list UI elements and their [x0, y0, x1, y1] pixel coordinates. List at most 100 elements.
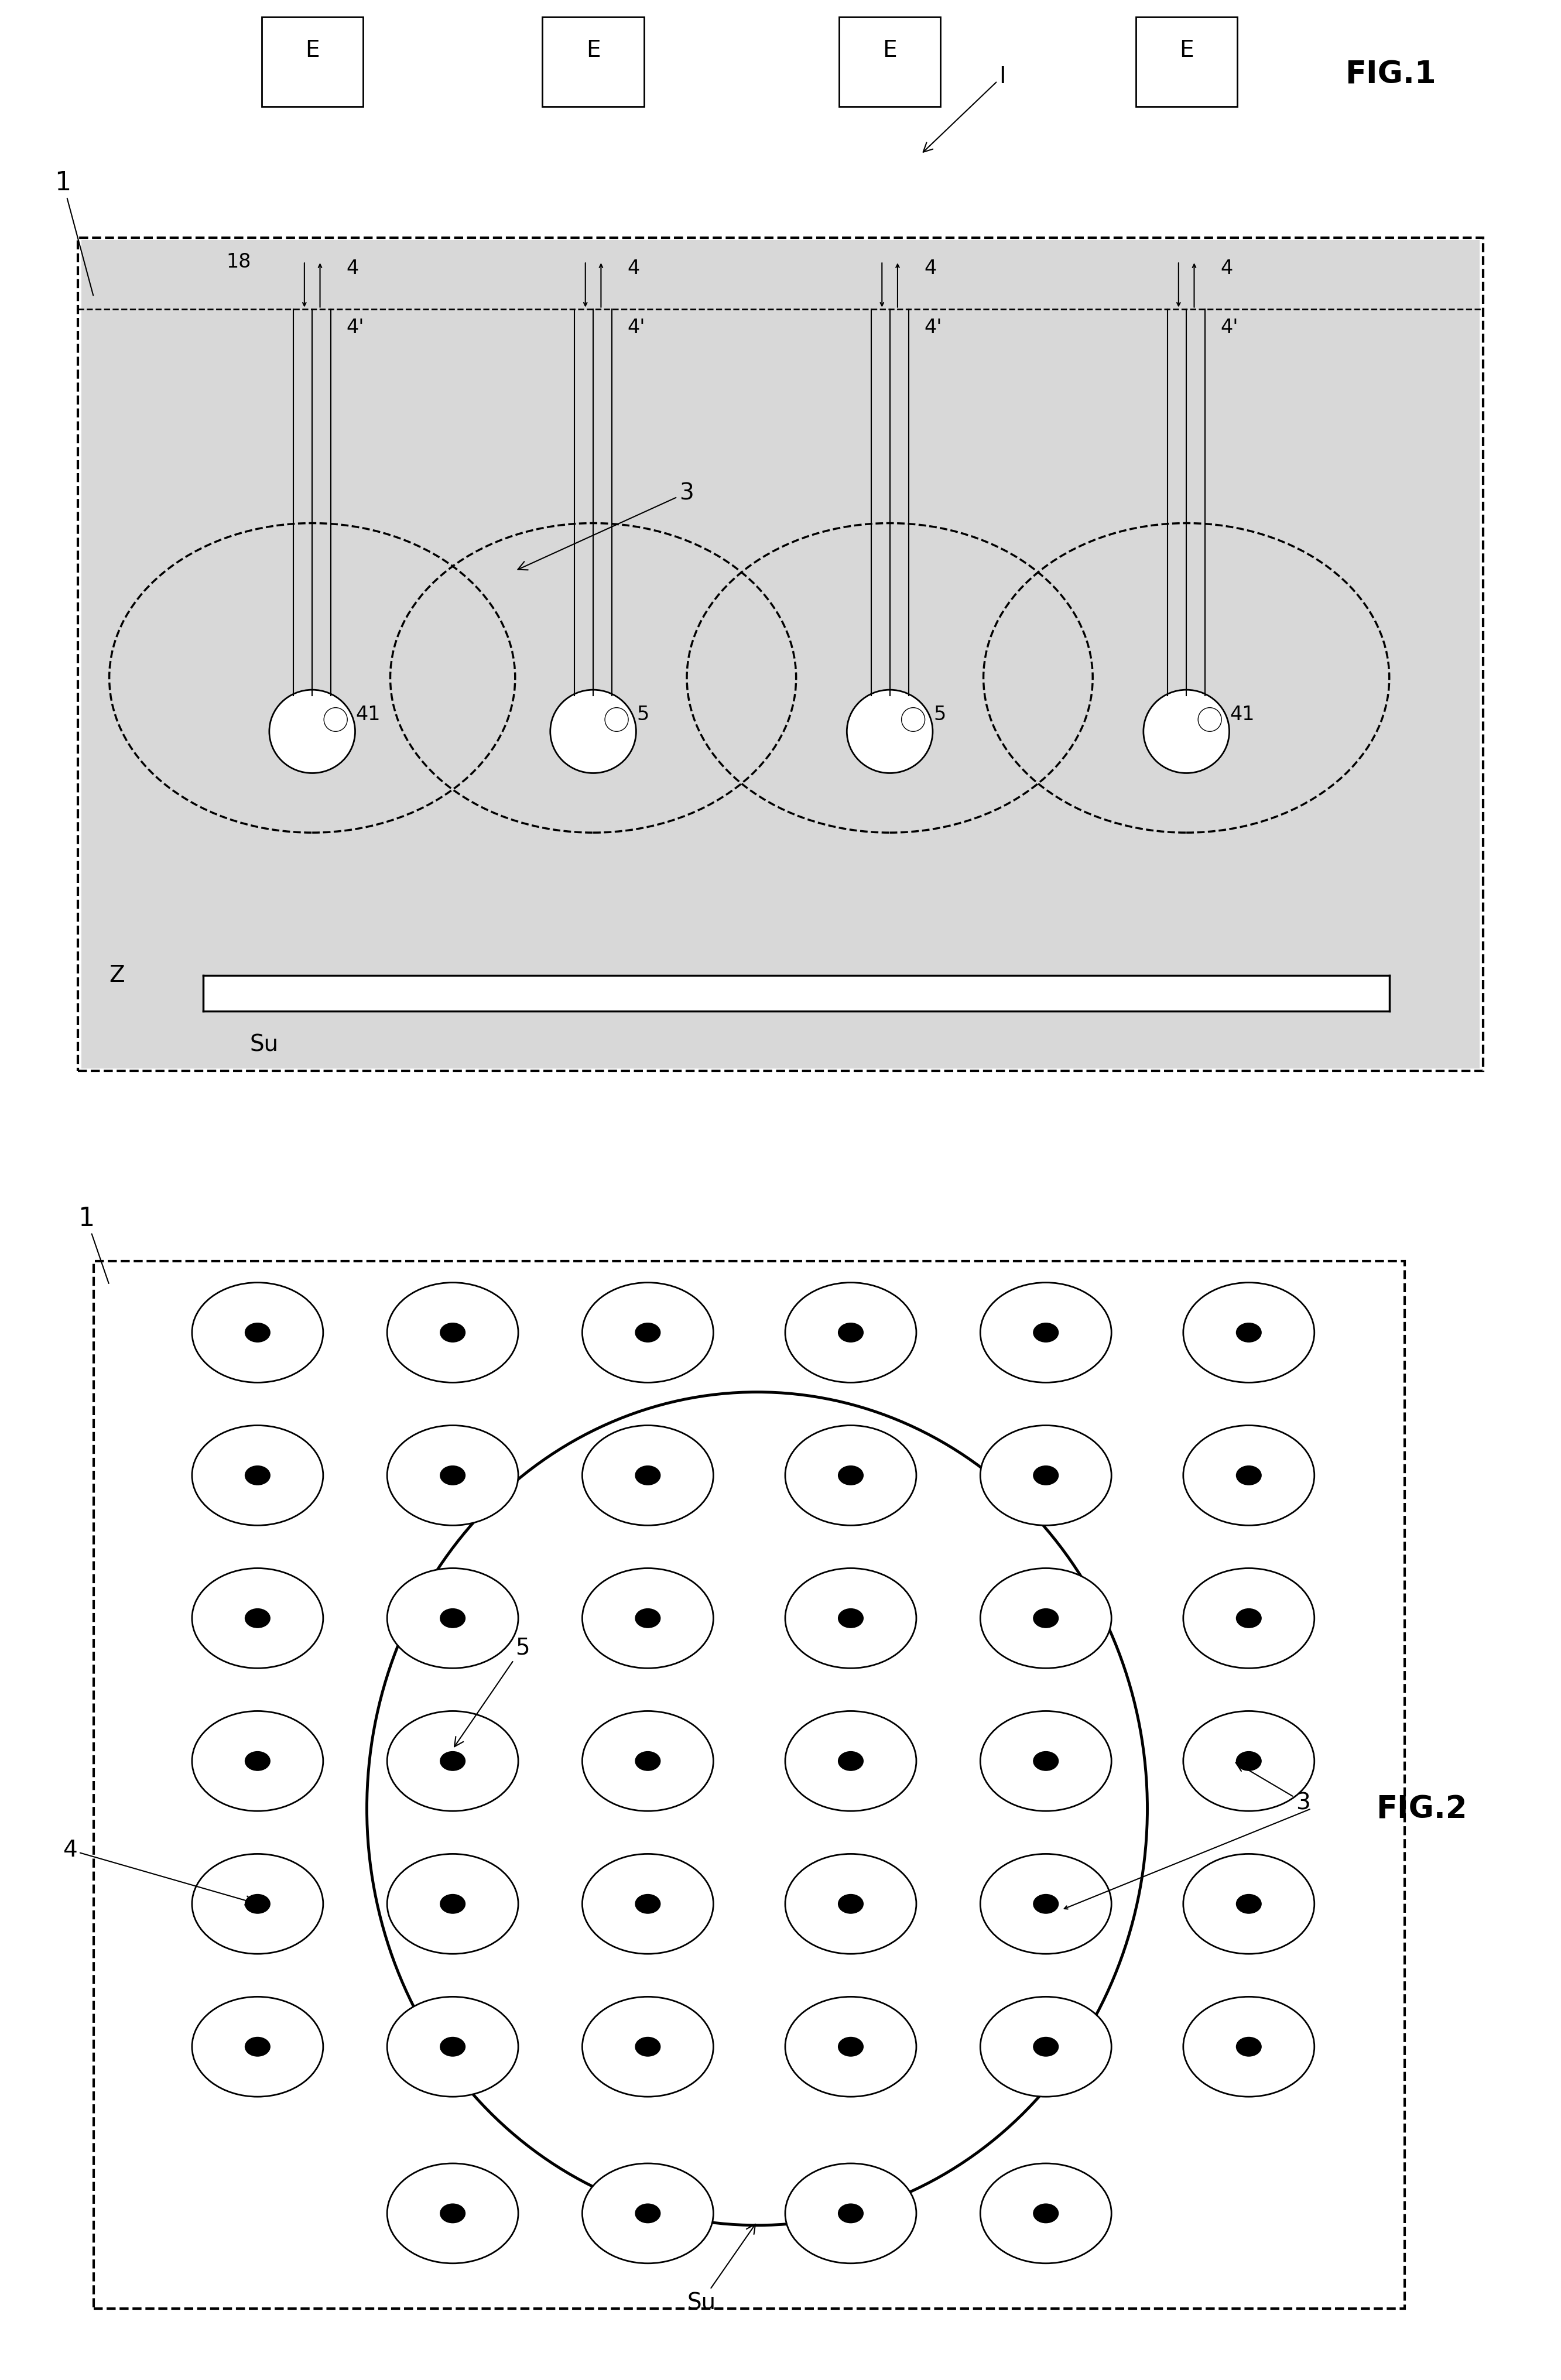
Text: E: E: [304, 40, 320, 62]
Circle shape: [582, 1854, 713, 1954]
Text: 18: 18: [226, 252, 251, 271]
Circle shape: [1236, 1323, 1261, 1342]
Circle shape: [785, 2163, 916, 2263]
Circle shape: [1183, 1854, 1314, 1954]
Circle shape: [635, 1323, 660, 1342]
Ellipse shape: [902, 709, 924, 731]
Circle shape: [440, 2037, 465, 2056]
Circle shape: [192, 1283, 323, 1383]
Text: 3: 3: [1236, 1764, 1310, 1814]
Circle shape: [440, 1609, 465, 1628]
Circle shape: [387, 1711, 518, 1811]
Circle shape: [635, 1466, 660, 1485]
Circle shape: [1236, 1752, 1261, 1771]
Circle shape: [838, 1752, 863, 1771]
Bar: [543, 17, 645, 107]
Text: FIG.1: FIG.1: [1346, 59, 1436, 90]
Circle shape: [1033, 1323, 1058, 1342]
Text: 1: 1: [55, 171, 94, 295]
Circle shape: [387, 1426, 518, 1526]
Circle shape: [838, 2037, 863, 2056]
Circle shape: [1033, 1466, 1058, 1485]
Circle shape: [1236, 1894, 1261, 1914]
Circle shape: [785, 1426, 916, 1526]
Circle shape: [785, 1711, 916, 1811]
Circle shape: [192, 1854, 323, 1954]
Text: FIG.2: FIG.2: [1377, 1795, 1467, 1823]
Text: 4': 4': [1221, 319, 1238, 338]
Text: Su: Su: [687, 2225, 756, 2313]
Circle shape: [245, 1466, 270, 1485]
Text: 4: 4: [62, 1840, 254, 1904]
Bar: [1136, 17, 1236, 107]
Text: I: I: [923, 67, 1005, 152]
Circle shape: [1033, 1752, 1058, 1771]
Circle shape: [387, 1568, 518, 1668]
Circle shape: [1236, 1609, 1261, 1628]
Text: 4: 4: [1221, 259, 1233, 278]
Ellipse shape: [551, 690, 637, 773]
Text: 5: 5: [933, 704, 946, 724]
Text: 5: 5: [454, 1637, 529, 1747]
Circle shape: [785, 1997, 916, 2097]
Circle shape: [387, 1283, 518, 1383]
Circle shape: [838, 2204, 863, 2223]
Ellipse shape: [606, 709, 628, 731]
Circle shape: [980, 1283, 1111, 1383]
Circle shape: [440, 1752, 465, 1771]
Circle shape: [1183, 1711, 1314, 1811]
Circle shape: [245, 1323, 270, 1342]
Circle shape: [635, 2204, 660, 2223]
Text: E: E: [1179, 40, 1194, 62]
Text: 4: 4: [628, 259, 640, 278]
Text: Su: Su: [250, 1033, 278, 1054]
Circle shape: [245, 2037, 270, 2056]
Bar: [840, 17, 940, 107]
Circle shape: [245, 1752, 270, 1771]
Circle shape: [838, 1466, 863, 1485]
Text: 5: 5: [637, 704, 649, 724]
Text: 3: 3: [518, 483, 693, 571]
Circle shape: [1236, 2037, 1261, 2056]
Ellipse shape: [270, 690, 356, 773]
Circle shape: [192, 1711, 323, 1811]
Text: 4': 4': [924, 319, 941, 338]
Text: E: E: [882, 40, 898, 62]
Circle shape: [245, 1609, 270, 1628]
Text: 4': 4': [628, 319, 645, 338]
Circle shape: [1033, 1894, 1058, 1914]
Circle shape: [980, 1854, 1111, 1954]
Circle shape: [980, 1711, 1111, 1811]
Ellipse shape: [1143, 690, 1230, 773]
Circle shape: [192, 1426, 323, 1526]
Circle shape: [980, 1997, 1111, 2097]
Circle shape: [838, 1323, 863, 1342]
Circle shape: [192, 1997, 323, 2097]
Circle shape: [1183, 1283, 1314, 1383]
Circle shape: [785, 1283, 916, 1383]
Circle shape: [582, 2163, 713, 2263]
Circle shape: [635, 1752, 660, 1771]
Circle shape: [582, 1426, 713, 1526]
Circle shape: [1183, 1426, 1314, 1526]
Ellipse shape: [1199, 709, 1221, 731]
Circle shape: [440, 1466, 465, 1485]
Circle shape: [440, 1894, 465, 1914]
Circle shape: [582, 1997, 713, 2097]
Circle shape: [1033, 2204, 1058, 2223]
Circle shape: [440, 2204, 465, 2223]
Bar: [262, 17, 362, 107]
Text: 41: 41: [1230, 704, 1255, 724]
Text: Z: Z: [109, 964, 125, 985]
Circle shape: [245, 1894, 270, 1914]
Text: E: E: [585, 40, 601, 62]
Text: 4: 4: [347, 259, 359, 278]
Circle shape: [1033, 1609, 1058, 1628]
Circle shape: [1183, 1997, 1314, 2097]
Circle shape: [980, 2163, 1111, 2263]
Circle shape: [440, 1323, 465, 1342]
Circle shape: [1236, 1466, 1261, 1485]
Circle shape: [635, 1609, 660, 1628]
Circle shape: [838, 1894, 863, 1914]
Circle shape: [387, 2163, 518, 2263]
